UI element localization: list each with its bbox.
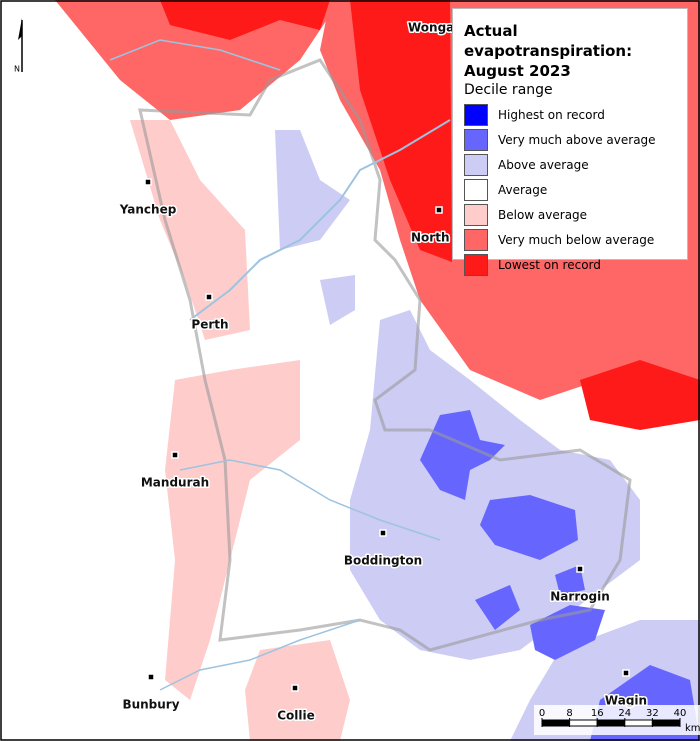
legend-label: Below average: [498, 207, 588, 222]
town-label: Wonga: [408, 21, 454, 35]
region-lowest: [350, 0, 452, 262]
river: [159, 619, 361, 691]
scale-unit: km: [685, 723, 700, 734]
scale-segment: [596, 719, 626, 727]
legend-label: Above average: [498, 157, 589, 172]
region-below: [130, 120, 250, 340]
legend-item: Very much above average: [464, 127, 677, 152]
scale-label: 32: [646, 708, 659, 719]
town-label: Wagin: [605, 694, 647, 708]
scale-label: 8: [566, 708, 572, 719]
region-boundary: [138, 58, 632, 652]
town-marker: [622, 669, 630, 677]
town-marker: [144, 178, 152, 186]
scale-segment: [569, 719, 598, 727]
north-arrow-head: [18, 18, 22, 40]
legend-swatch: [464, 153, 488, 176]
town-label: Narrogin: [550, 590, 609, 604]
town-label: Perth: [191, 318, 228, 332]
region-above: [275, 130, 350, 250]
legend-item: Below average: [464, 202, 677, 227]
region-lowest: [160, 0, 330, 40]
scale-bar: 0 8 16 24 32 40 km: [534, 705, 700, 735]
legend-swatch: [464, 103, 488, 126]
region-very-much-above: [420, 410, 505, 500]
region-lowest: [580, 360, 700, 430]
town-label: Yanchep: [119, 203, 177, 217]
town-marker: [291, 684, 299, 692]
scale-segment: [541, 719, 571, 727]
legend-item: Above average: [464, 152, 677, 177]
legend-title: Actual evapotranspiration: August 2023: [464, 22, 633, 80]
legend-swatch: [464, 203, 488, 226]
legend-label: Average: [498, 182, 548, 197]
town-label: Mandurah: [141, 476, 209, 490]
town-label: Collie: [277, 709, 315, 723]
region-very-much-below: [55, 0, 340, 120]
town-marker: [435, 206, 443, 214]
town-marker: [171, 451, 179, 459]
scale-segment: [624, 719, 653, 727]
legend-item: Very much below average: [464, 227, 677, 252]
scale-label: 24: [618, 708, 631, 719]
legend-swatch: [464, 178, 488, 201]
legend-items: Highest on record Very much above average…: [464, 102, 677, 277]
town-label: Bunbury: [122, 698, 179, 712]
region-very-much-above: [480, 495, 578, 560]
river: [179, 459, 441, 541]
region-very-much-above: [475, 585, 520, 630]
north-label: N: [14, 65, 20, 74]
region-above: [320, 275, 355, 325]
legend-item: Average: [464, 177, 677, 202]
legend-subtitle: Decile range: [464, 82, 553, 98]
legend-swatch: [464, 228, 488, 251]
town-marker: [205, 293, 213, 301]
legend-item: Lowest on record: [464, 252, 677, 277]
legend-label: Very much below average: [498, 232, 655, 247]
legend-swatch: [464, 128, 488, 151]
towns: Wonga Yanchep North Perth Mandurah Boddington…: [117, 19, 648, 724]
legend-item: Highest on record: [464, 102, 677, 127]
river: [109, 39, 281, 71]
river: [189, 119, 451, 321]
scale-label: 16: [591, 708, 604, 719]
town-label: North: [411, 231, 449, 245]
town-marker: [576, 565, 584, 573]
scale-label: 40: [674, 708, 687, 719]
scale-label: 0: [539, 708, 545, 719]
legend-label: Very much above average: [498, 132, 656, 147]
region-below: [165, 360, 300, 700]
legend-label: Lowest on record: [498, 257, 601, 272]
legend: Actual evapotranspiration: August 2023 D…: [452, 8, 688, 276]
legend-label: Highest on record: [498, 107, 605, 122]
town-marker: [147, 673, 155, 681]
town-label: Boddington: [344, 554, 422, 568]
town-marker: [379, 529, 387, 537]
legend-swatch: [464, 253, 488, 276]
scale-segment: [651, 719, 681, 727]
